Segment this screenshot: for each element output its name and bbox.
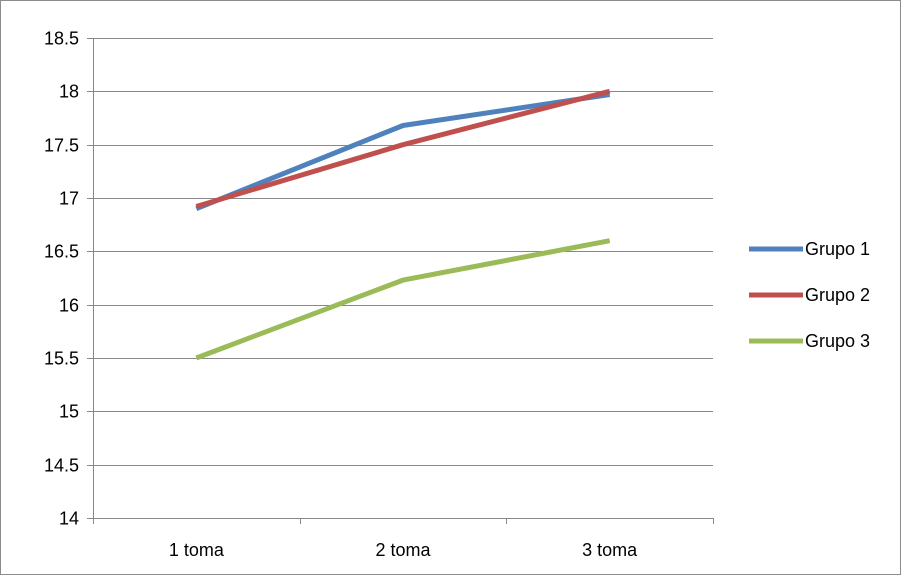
x-tick-label: 2 toma xyxy=(375,540,431,560)
x-tick-labels: 1 toma 2 toma 3 toma xyxy=(169,540,638,560)
y-tick-label: 17.5 xyxy=(44,136,79,156)
y-tick-label: 17 xyxy=(59,189,79,209)
legend-label-1: Grupo 1 xyxy=(805,239,870,259)
series-lines xyxy=(195,88,611,361)
legend-label-2: Grupo 2 xyxy=(805,285,870,305)
legend-label-3: Grupo 3 xyxy=(805,331,870,351)
y-tick-label: 18 xyxy=(59,82,79,102)
legend: Grupo 1 Grupo 2 Grupo 3 xyxy=(749,239,870,351)
x-tick-label: 1 toma xyxy=(169,540,225,560)
series-line-3 xyxy=(195,238,611,361)
y-tick-label: 18.5 xyxy=(44,29,79,49)
y-tick-label: 14.5 xyxy=(44,456,79,476)
series-line-1 xyxy=(195,92,611,212)
y-tick-label: 15.5 xyxy=(44,349,79,369)
series-line-2 xyxy=(195,88,611,209)
x-tick-label: 3 toma xyxy=(582,540,638,560)
axes xyxy=(87,38,714,524)
y-tick-label: 15 xyxy=(59,402,79,422)
y-tick-labels: 14 14.5 15 15.5 16 16.5 17 17.5 18 18.5 xyxy=(44,29,79,529)
y-tick-label: 16 xyxy=(59,296,79,316)
y-tick-label: 16.5 xyxy=(44,242,79,262)
grid-lines xyxy=(93,38,713,466)
y-tick-label: 14 xyxy=(59,509,79,529)
